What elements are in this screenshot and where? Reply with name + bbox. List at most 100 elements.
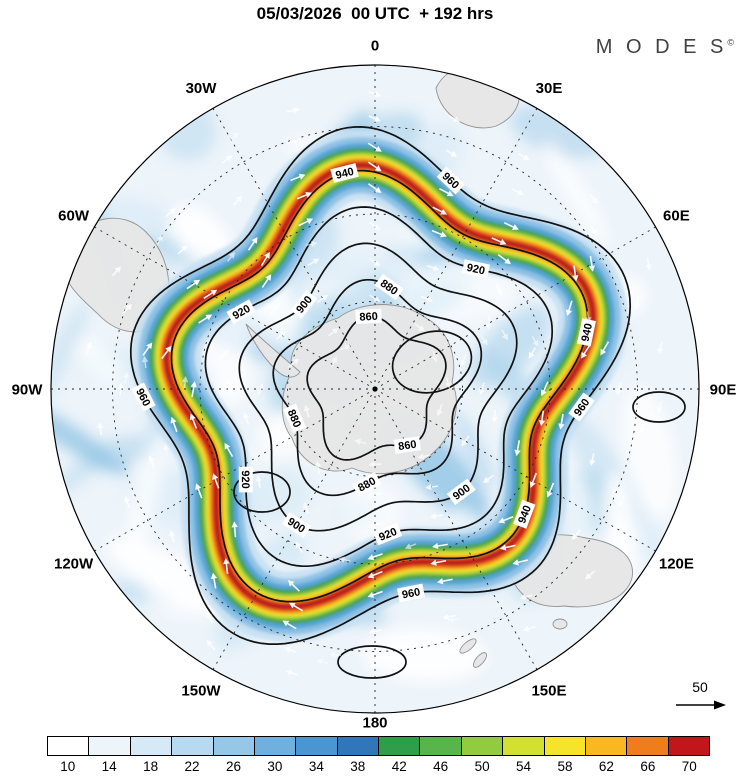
wind-arrow xyxy=(368,115,381,122)
wind-arrow xyxy=(218,350,229,360)
wind-arrow xyxy=(221,155,233,164)
colorbar-cell xyxy=(379,737,421,755)
wind-arrow xyxy=(316,658,328,665)
reference-vector: 50 xyxy=(676,679,726,710)
wind-arrow xyxy=(367,570,383,579)
colorbar-tick: 66 xyxy=(640,759,656,774)
colorbar-cell xyxy=(213,737,255,755)
contour-label: 860 xyxy=(355,308,382,324)
wind-arrow xyxy=(186,279,201,290)
contour-label: 860 xyxy=(393,436,422,454)
wind-arrow xyxy=(243,412,250,425)
wind-arrow xyxy=(367,142,382,152)
wind-arrow xyxy=(368,521,382,529)
contour-label: 960 xyxy=(397,583,425,603)
wind-arrow xyxy=(368,628,382,635)
wind-arrow xyxy=(165,207,176,218)
landmass xyxy=(459,638,477,654)
wind-arrow xyxy=(367,553,383,561)
contour-label: 940 xyxy=(513,499,536,529)
wind-arrow xyxy=(177,245,188,255)
wind-arrow xyxy=(206,639,216,651)
wind-arrow xyxy=(546,482,555,498)
wind-arrow xyxy=(498,516,514,524)
wind-arrow xyxy=(432,542,448,550)
wind-arrow xyxy=(430,559,447,566)
longitude-labels: 0 30E 60E 90E 120E 150E 180 150W 120W 90W 60W 30W xyxy=(12,37,737,731)
wind-arrow xyxy=(436,403,443,417)
wind-arrow xyxy=(288,358,300,368)
wind-arrow xyxy=(528,347,537,359)
wind-arrow xyxy=(511,188,524,196)
wind-arrow xyxy=(367,183,382,194)
wind-arrow xyxy=(501,329,508,341)
colorbar-cell xyxy=(130,737,173,755)
wind-arrow xyxy=(339,344,351,351)
wind-arrow xyxy=(514,440,521,457)
wind-arrow xyxy=(519,593,533,601)
wind-arrow xyxy=(148,455,155,468)
wind-arrow xyxy=(305,240,318,248)
landmass xyxy=(552,618,568,630)
wind-arrow xyxy=(369,221,381,231)
wind-arrow xyxy=(203,289,218,299)
wind-arrow xyxy=(426,265,440,272)
wind-arrow xyxy=(85,341,92,355)
wind-arrow xyxy=(522,625,536,632)
wind-arrow xyxy=(480,335,488,346)
colorbar-tick: 26 xyxy=(225,759,241,774)
wind-arrow xyxy=(169,530,176,543)
wind-arrow xyxy=(485,316,493,330)
wind-arrow xyxy=(316,294,329,303)
colorbar-tick: 38 xyxy=(350,759,366,774)
wind-arrow xyxy=(367,161,382,172)
wind-arrow xyxy=(572,265,579,282)
wind-arrow xyxy=(497,253,511,265)
wind-arrow xyxy=(445,149,458,157)
colorbar xyxy=(47,736,710,756)
wind-arrow xyxy=(538,410,546,427)
chart-title: 05/03/2026 00 UTC + 192 hrs xyxy=(256,4,494,23)
wind-arrow xyxy=(354,438,367,445)
wind-arrow xyxy=(432,206,448,215)
colorbar-cell xyxy=(48,737,90,755)
wind-arrow xyxy=(315,460,322,474)
wind-arrow xyxy=(420,295,434,303)
wind-arrow xyxy=(286,107,300,114)
wind-arrow xyxy=(261,274,272,288)
map-area xyxy=(51,65,699,713)
wind-arrow xyxy=(657,341,664,355)
wind-arrow xyxy=(181,376,189,389)
wind-arrow xyxy=(232,195,243,206)
colorbar-tick: 10 xyxy=(60,759,76,774)
wind-arrow xyxy=(518,152,530,161)
wind-arrow xyxy=(442,613,456,621)
wind-arrow xyxy=(444,376,452,389)
wind-arrow xyxy=(227,251,236,262)
wind-arrow xyxy=(295,541,303,553)
wind-arrow xyxy=(287,137,301,144)
wind-arrow xyxy=(558,413,565,430)
colorbar-tick: 34 xyxy=(308,759,324,774)
lon-label: 150W xyxy=(181,683,221,700)
wind-arrow xyxy=(257,382,264,396)
wind-arrow xyxy=(260,251,270,267)
lon-label: 0 xyxy=(371,37,379,54)
lon-label: 90E xyxy=(710,381,737,398)
wind-vectors xyxy=(85,91,664,676)
wind-arrow xyxy=(229,132,240,141)
wind-arrow xyxy=(460,353,468,367)
wind-arrow xyxy=(330,356,337,368)
landmass xyxy=(473,652,487,668)
wind-arrow xyxy=(425,483,439,491)
wind-arrow xyxy=(367,590,383,598)
wind-arrow xyxy=(588,255,596,272)
wind-arrow xyxy=(303,501,310,515)
wind-arrow xyxy=(504,222,519,230)
colorbar-cell xyxy=(172,737,214,755)
wind-arrow xyxy=(529,472,538,488)
wind-arrow xyxy=(141,356,149,369)
wind-arrow xyxy=(189,413,198,429)
